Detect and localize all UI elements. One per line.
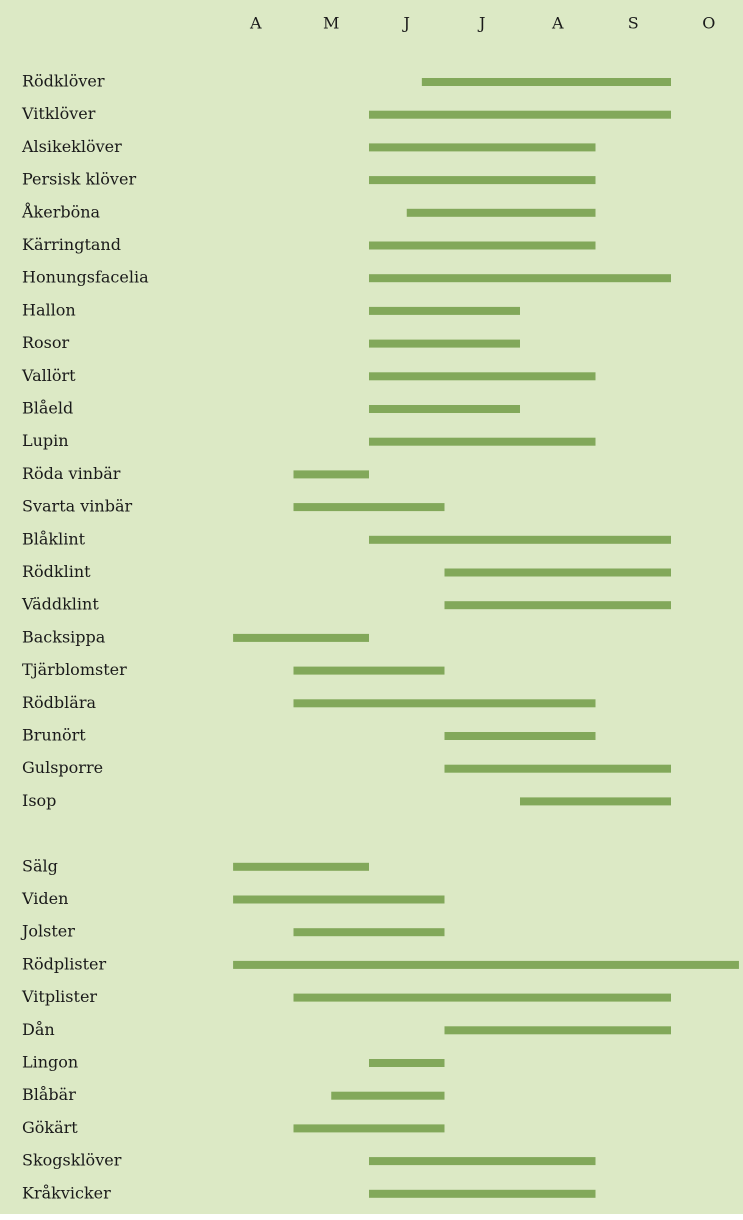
row-label: Rosor xyxy=(22,333,70,352)
bar xyxy=(444,764,671,773)
row-label: Dån xyxy=(22,1020,55,1039)
x-tick-label: O xyxy=(702,14,715,33)
row-label: Gulsporre xyxy=(22,758,103,777)
row-label: Skogsklöver xyxy=(22,1151,122,1170)
bar xyxy=(369,372,596,381)
row-label: Sälg xyxy=(22,856,58,875)
bar xyxy=(369,176,596,185)
bar xyxy=(369,535,671,544)
row-label: Tjärblomster xyxy=(22,660,127,679)
row-label: Backsippa xyxy=(22,627,106,646)
row-label: Honungsfacelia xyxy=(22,268,149,287)
row-label: Hallon xyxy=(22,300,76,319)
bar xyxy=(233,633,369,642)
bar xyxy=(331,1091,445,1100)
x-tick-label: S xyxy=(628,14,639,33)
bar xyxy=(293,993,671,1002)
bar xyxy=(369,143,596,152)
row-label: Rödklint xyxy=(22,562,91,581)
bar xyxy=(293,470,369,479)
bar xyxy=(444,732,596,740)
row-label: Röda vinbär xyxy=(22,464,121,483)
bar xyxy=(369,1189,596,1198)
row-label: Jolster xyxy=(20,922,75,941)
row-label: Isop xyxy=(22,791,56,810)
bar xyxy=(293,928,445,937)
bar xyxy=(369,405,520,413)
row-label: Alsikeklöver xyxy=(21,137,122,156)
row-label: Lupin xyxy=(22,431,69,450)
bar xyxy=(369,241,596,250)
bar xyxy=(293,699,596,708)
bar xyxy=(369,110,671,119)
bar xyxy=(444,601,671,610)
row-label: Rödplister xyxy=(22,954,107,973)
row-label: Vitklöver xyxy=(21,104,96,123)
row-label: Blåklint xyxy=(22,529,86,548)
bar xyxy=(520,797,671,806)
x-tick-label: A xyxy=(551,14,564,33)
bar xyxy=(369,437,596,446)
row-label: Blåeld xyxy=(22,399,73,418)
row-label: Vallört xyxy=(21,366,76,385)
row-label: Kråkvicker xyxy=(22,1183,111,1202)
bar xyxy=(293,1124,445,1133)
bar xyxy=(444,1026,671,1035)
row-label: Blåbär xyxy=(22,1085,76,1104)
x-tick-label: A xyxy=(249,14,262,33)
row-label: Rödklöver xyxy=(22,72,105,91)
x-tick-label: J xyxy=(402,14,410,33)
row-label: Viden xyxy=(21,889,68,908)
x-tick-label: J xyxy=(477,14,485,33)
bar xyxy=(369,274,671,283)
bar xyxy=(421,78,671,86)
bar xyxy=(233,895,445,904)
bar xyxy=(293,503,445,512)
row-label: Väddklint xyxy=(21,595,99,614)
bar xyxy=(369,1157,596,1166)
row-label: Kärringtand xyxy=(22,235,121,254)
row-label: Vitplister xyxy=(21,987,97,1006)
row-label: Lingon xyxy=(22,1053,78,1072)
row-label: Svarta vinbär xyxy=(22,497,132,516)
row-label: Rödblära xyxy=(22,693,96,712)
bar xyxy=(369,306,520,315)
row-label: Brunört xyxy=(22,726,86,745)
bar xyxy=(369,339,520,348)
row-label: Åkerböna xyxy=(21,201,101,221)
row-label: Persisk klöver xyxy=(22,170,136,189)
bar xyxy=(406,208,596,217)
bar xyxy=(233,862,369,871)
bar xyxy=(444,568,671,577)
x-tick-label: M xyxy=(323,14,339,33)
bar xyxy=(293,666,445,675)
bar xyxy=(369,1059,445,1067)
bar xyxy=(233,960,739,969)
row-label: Gökärt xyxy=(22,1118,78,1137)
